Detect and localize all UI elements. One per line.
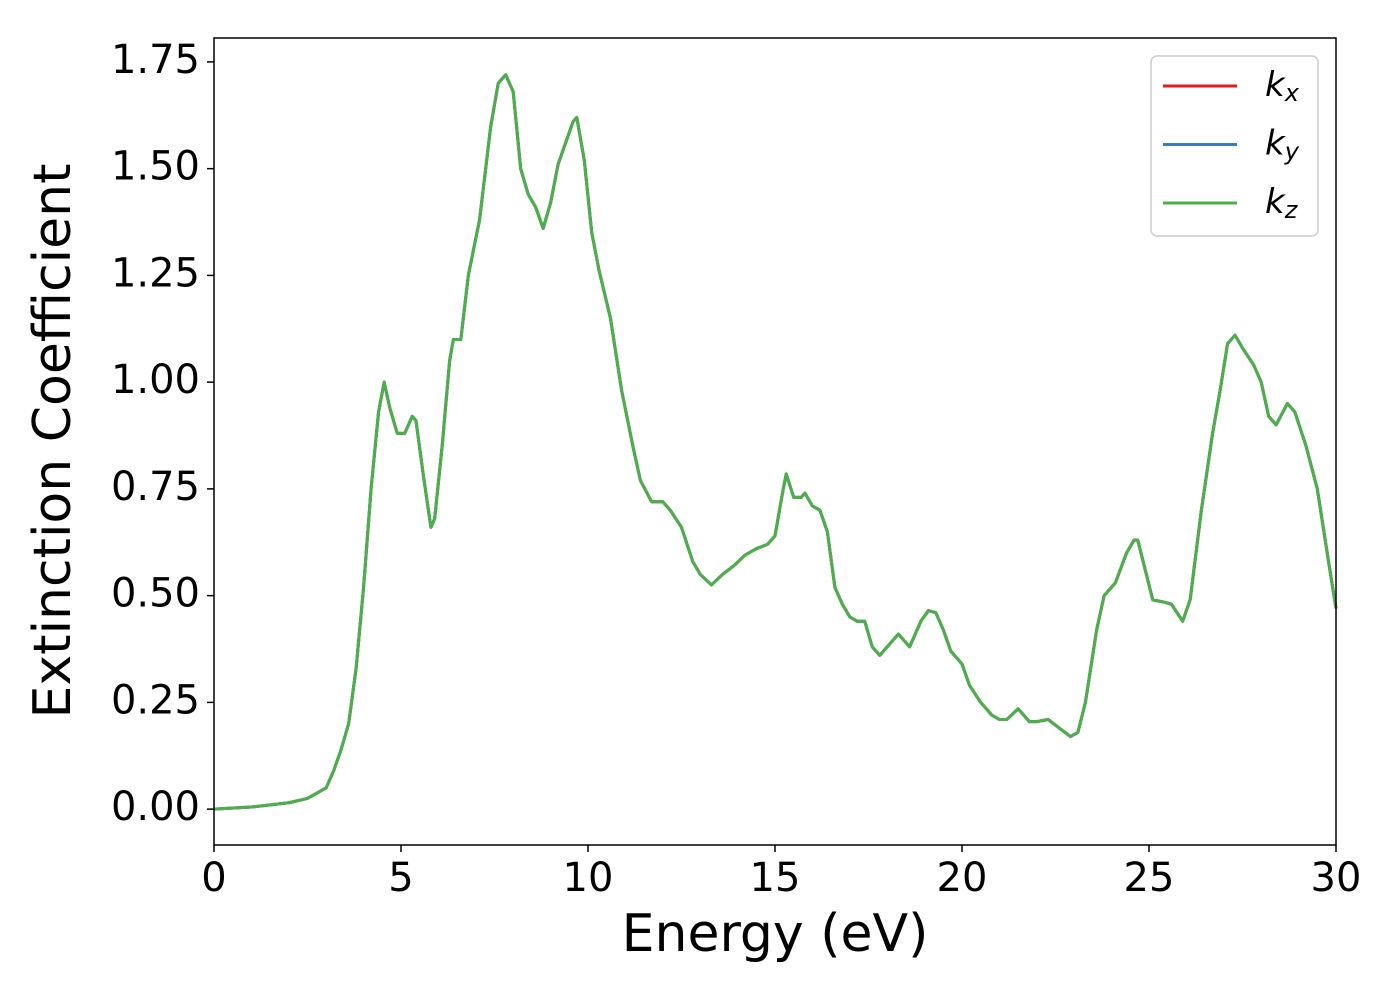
- y-tick-label: 0.25: [111, 677, 200, 723]
- legend-label: kz: [1265, 182, 1299, 225]
- series-line: [213, 73, 1338, 811]
- legend-label: kx: [1265, 65, 1300, 108]
- x-tick-label: 5: [388, 855, 413, 901]
- y-tick-label: 0.75: [111, 464, 200, 510]
- x-tick-label: 25: [1124, 855, 1175, 901]
- x-tick-label: 0: [201, 855, 226, 901]
- y-tick-label: 1.25: [111, 250, 200, 296]
- y-tick-label: 1.00: [111, 357, 200, 403]
- y-tick-label: 0.00: [111, 784, 200, 830]
- x-axis-label: Energy (eV): [622, 904, 929, 964]
- y-axis-label: Extinction Coefficient: [23, 164, 83, 719]
- y-tick-label: 1.75: [111, 37, 200, 83]
- legend-label: ky: [1265, 123, 1300, 166]
- x-tick-label: 10: [563, 855, 614, 901]
- plot-frame: [213, 37, 1337, 846]
- x-tick-label: 30: [1311, 855, 1362, 901]
- x-tick-label: 15: [750, 855, 801, 901]
- y-tick-label: 0.50: [111, 571, 200, 617]
- y-tick-label: 1.50: [111, 144, 200, 190]
- x-tick-label: 20: [937, 855, 988, 901]
